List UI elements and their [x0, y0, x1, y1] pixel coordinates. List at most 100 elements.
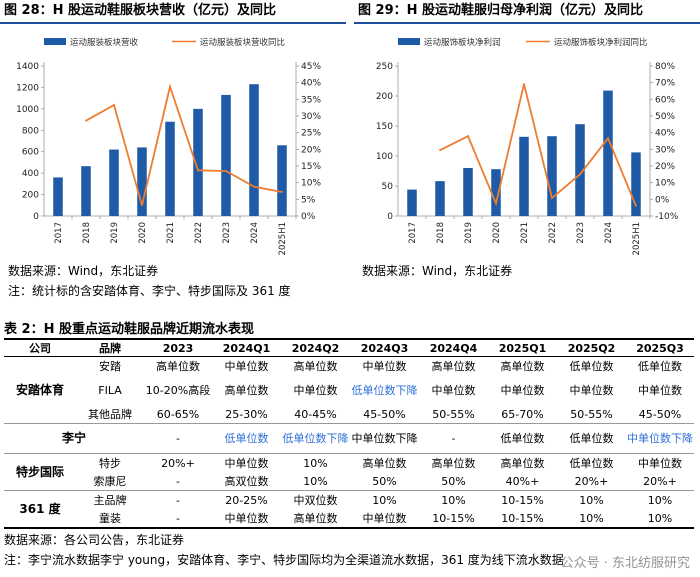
brand-cell: 童装: [76, 509, 144, 529]
yoy-line: [439, 83, 637, 207]
table-cell: 高单位数: [281, 509, 350, 529]
figure-source: 数据来源：Wind，东北证券: [8, 264, 159, 278]
table-cell: 低单位数: [638, 359, 682, 373]
table-cell: 低单位数下降: [351, 383, 418, 397]
yoy-point: [551, 197, 553, 199]
net-profit-chart: 运动服饰板块净利润 运动服饰板块净利润同比 0 50 100 150 200 250 -10% 0…: [376, 37, 679, 255]
right-tick-label: 45%: [301, 62, 321, 72]
bar: [547, 136, 557, 216]
table-cell: 10-15%: [419, 509, 488, 529]
bar: [491, 169, 501, 216]
table-cell: 高单位数: [500, 456, 545, 470]
column-header: 2024Q2: [281, 338, 350, 357]
table-cell: 中单位数: [500, 383, 545, 397]
table-cell: -: [144, 423, 212, 454]
x-tick-label: 2025H1: [632, 222, 642, 255]
column-header: 品牌: [76, 338, 144, 357]
left-tick-label: 1200: [16, 83, 39, 93]
table-row: 361 度 主品牌 -20-25% 中双位数 10% 10% 10-15% 10% 10%: [4, 490, 694, 529]
table-cell: 10%: [372, 493, 397, 507]
x-tick-label: 2024: [250, 222, 260, 244]
table-row: FILA 10-20%高段 高单位数 中单位数 低单位数下降 中单位数 中单位数 中单位数中…: [4, 375, 694, 405]
yoy-point: [467, 135, 469, 138]
right-tick-label: 0%: [301, 212, 316, 222]
table-cell: 20%+: [161, 456, 195, 470]
table-cell: 高单位数: [224, 383, 269, 397]
column-header: 2024Q3: [350, 338, 419, 357]
bar: [193, 108, 203, 216]
figure-note: 注：统计标的含安踏体育、李宁、特步国际及 361 度: [8, 284, 291, 298]
figure-net-profit: 图 29：H 股运动鞋服归母净利润（亿元）及同比 运动服饰板块净利润 运动服饰板块…: [354, 0, 700, 262]
left-tick-label: 150: [376, 122, 393, 132]
table-cell: 20-25%: [225, 493, 268, 507]
x-tick-label: 2025H1: [278, 222, 288, 255]
column-header: 2025Q1: [488, 338, 557, 357]
table-row: 索康尼 - 高双位数 10% 50% 50% 40%+ 20%+ 20%+: [4, 472, 694, 491]
table-cell: 高单位数: [431, 456, 476, 470]
brand-cell: 特步: [99, 456, 121, 470]
right-tick-label: 20%: [301, 145, 321, 155]
table-cell: 60-65%: [144, 405, 212, 424]
figure-source: 数据来源：Wind，东北证券: [362, 264, 513, 278]
x-tick-label: 2022: [548, 222, 558, 244]
table-cell: 40-45%: [281, 405, 350, 424]
table-note: 注：李宁流水数据李宁 young，安踏体育、李宁、特步国际均为全渠道流水数据，3…: [4, 553, 564, 567]
table-cell: 10%: [303, 456, 328, 470]
legend-line-label: 运动服饰板块净利润同比: [554, 37, 648, 48]
table-cell: 10%: [626, 509, 694, 529]
table-row: 安踏体育 安踏 高单位数 中单位数 高单位数 中单位数 高单位数 高单位数 低单位数 低单位数: [4, 356, 694, 424]
table-cell: 高单位数: [362, 456, 407, 470]
right-tick-label: 0%: [655, 195, 670, 205]
table-cell: 20%+: [557, 472, 626, 491]
left-tick-label: 800: [22, 126, 39, 136]
right-tick-label: 5%: [301, 195, 316, 205]
right-tick-label: 10%: [655, 179, 675, 189]
right-tick-label: 50%: [655, 112, 675, 122]
bar: [53, 177, 63, 216]
right-tick-label: 60%: [655, 95, 675, 105]
x-tick-label: 2021: [520, 222, 530, 244]
company-cell: 安踏体育: [4, 356, 76, 424]
legend-bar-swatch: [44, 38, 66, 45]
column-header: 2025Q3: [626, 338, 694, 357]
right-tick-label: 40%: [655, 129, 675, 139]
yoy-point: [113, 104, 115, 106]
bar: [109, 149, 119, 216]
table-cell: 高单位数: [156, 359, 200, 373]
table-cell: 高单位数: [293, 359, 338, 373]
table-cell: 20%+: [626, 472, 694, 491]
table-cell: 50-55%: [419, 405, 488, 424]
left-tick-label: 100: [376, 152, 393, 162]
x-tick-label: 2020: [138, 222, 148, 244]
left-tick-label: 600: [22, 148, 39, 158]
yoy-point: [579, 173, 581, 176]
bar: [277, 145, 287, 216]
table-cell: 中单位数: [362, 359, 407, 373]
yoy-point: [281, 191, 283, 193]
right-tick-label: 30%: [655, 145, 675, 155]
table-cell: 65-70%: [488, 405, 557, 424]
table-cell: 中单位数: [350, 509, 419, 529]
legend-line-label: 运动服装板块营收同比: [200, 37, 285, 48]
left-tick-label: 200: [376, 92, 393, 102]
left-tick-label: 1000: [16, 105, 39, 115]
x-tick-label: 2020: [492, 222, 502, 244]
x-tick-label: 2022: [194, 222, 204, 244]
company-cell: 特步国际: [4, 453, 76, 491]
table-cell: 低单位数: [488, 423, 557, 454]
table-row: 特步国际 特步 20%+ 中单位数 10% 高单位数 高单位数 高单位数 低单位数 中单位数: [4, 453, 694, 491]
table-cell: -: [176, 493, 180, 507]
x-tick-label: 2019: [110, 222, 120, 244]
table-cell: 10-15%: [501, 493, 544, 507]
column-header: 2024Q1: [212, 338, 281, 357]
table-source: 数据来源：各公司公告，东北证券: [4, 533, 185, 547]
table-cell: 10%: [281, 472, 350, 491]
right-tick-label: 25%: [301, 129, 321, 139]
table-cell: 高单位数: [431, 359, 476, 373]
right-tick-label: 15%: [301, 162, 321, 172]
bar: [435, 181, 445, 216]
right-tick-label: 20%: [655, 162, 675, 172]
table-cell: 中双位数: [293, 493, 338, 507]
table-cell: 高单位数: [500, 359, 545, 373]
brand-cell: 主品牌: [93, 493, 127, 507]
